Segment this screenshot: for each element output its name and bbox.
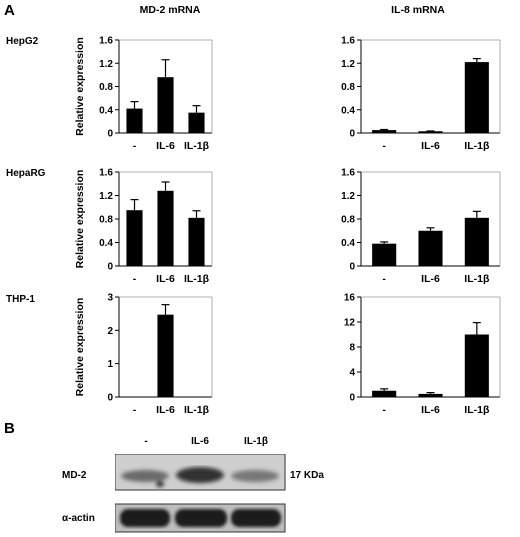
y-tick-label-heparg-il8: 0 bbox=[349, 262, 355, 273]
y-tick-label-thp1-md2: 3 bbox=[107, 293, 113, 304]
x-tick-label-hepg2-md2-1: IL-6 bbox=[156, 140, 175, 152]
bar-hepg2-il8-2 bbox=[464, 62, 489, 133]
bar-charts: 0 0.4 0.8 1.2 1.6 Relative expression - IL-6 IL-… bbox=[74, 36, 501, 416]
y-tick-label-hepg2-md2: 0.4 bbox=[99, 105, 113, 116]
blot-lane-label-il1b: IL-1β bbox=[244, 436, 268, 447]
bar-heparg-md2-0 bbox=[126, 210, 143, 266]
x-tick-label-heparg-il8-0: - bbox=[382, 273, 386, 285]
blot-lane-label-il6: IL-6 bbox=[191, 436, 209, 447]
panel-letter-b: B bbox=[4, 420, 15, 437]
bar-thp1-md2-1 bbox=[157, 314, 174, 397]
bar-heparg-md2-1 bbox=[157, 190, 174, 266]
x-tick-label-thp1-md2-0: - bbox=[133, 404, 137, 416]
x-tick-label-thp1-md2-1: IL-6 bbox=[156, 404, 175, 416]
y-tick-label-hepg2-md2: 1.2 bbox=[99, 59, 113, 70]
y-axis-label-thp1-md2: Relative expression bbox=[74, 298, 86, 397]
x-tick-label-hepg2-md2-2: IL-1β bbox=[184, 140, 210, 152]
y-axis-label-hepg2-md2: Relative expression bbox=[74, 37, 86, 136]
bar-hepg2-il8-0 bbox=[372, 130, 397, 133]
row-label-heparg: HepaRG bbox=[6, 168, 46, 179]
y-tick-label-hepg2-md2: 0.8 bbox=[99, 82, 113, 93]
y-tick-label-hepg2-il8: 0 bbox=[349, 129, 355, 140]
x-tick-label-heparg-il8-2: IL-1β bbox=[464, 273, 490, 285]
bar-thp1-il8-0 bbox=[372, 390, 397, 397]
y-tick-label-thp1-il8: 12 bbox=[344, 318, 356, 329]
panel-letter-a: A bbox=[4, 2, 15, 19]
x-tick-label-thp1-il8-0: - bbox=[382, 404, 386, 416]
y-tick-label-thp1-il8: 0 bbox=[349, 393, 355, 404]
y-tick-label-heparg-il8: 0.8 bbox=[341, 215, 355, 226]
x-tick-label-heparg-md2-2: IL-1β bbox=[184, 273, 210, 285]
y-tick-label-heparg-md2: 1.6 bbox=[99, 168, 113, 179]
y-tick-label-thp1-il8: 4 bbox=[349, 368, 355, 379]
x-tick-label-hepg2-il8-2: IL-1β bbox=[464, 140, 490, 152]
bar-hepg2-md2-0 bbox=[126, 108, 143, 133]
bar-hepg2-md2-1 bbox=[157, 77, 174, 133]
blot-row-label-actin: α-actin bbox=[62, 513, 95, 524]
x-tick-label-thp1-il8-2: IL-1β bbox=[464, 404, 490, 416]
blot-size-marker: 17 KDa bbox=[290, 470, 324, 481]
bar-hepg2-il8-1 bbox=[418, 131, 443, 133]
y-tick-label-hepg2-il8: 1.2 bbox=[341, 59, 355, 70]
x-tick-label-hepg2-md2-0: - bbox=[133, 140, 137, 152]
y-tick-label-heparg-md2: 0.8 bbox=[99, 215, 113, 226]
y-tick-label-heparg-md2: 0.4 bbox=[99, 238, 113, 249]
x-tick-label-heparg-md2-1: IL-6 bbox=[156, 273, 175, 285]
x-tick-label-hepg2-il8-0: - bbox=[382, 140, 386, 152]
bar-thp1-il8-2 bbox=[464, 334, 489, 397]
x-tick-label-thp1-il8-1: IL-6 bbox=[421, 404, 440, 416]
bar-heparg-md2-2 bbox=[188, 217, 205, 266]
bar-hepg2-md2-2 bbox=[188, 112, 205, 133]
x-tick-label-heparg-md2-0: - bbox=[133, 273, 137, 285]
y-tick-label-heparg-il8: 0.4 bbox=[341, 238, 355, 249]
y-tick-label-thp1-md2: 0 bbox=[107, 393, 113, 404]
blot-lane-label-control: - bbox=[144, 436, 148, 447]
bar-heparg-il8-2 bbox=[464, 217, 489, 266]
y-tick-label-heparg-il8: 1.2 bbox=[341, 191, 355, 202]
western-blot-image bbox=[115, 454, 286, 533]
y-tick-label-heparg-il8: 1.6 bbox=[341, 168, 355, 179]
bar-heparg-il8-1 bbox=[418, 230, 443, 266]
y-tick-label-hepg2-md2: 0 bbox=[107, 129, 113, 140]
row-label-hepg2: HepG2 bbox=[6, 36, 39, 47]
y-tick-label-heparg-md2: 1.2 bbox=[99, 191, 113, 202]
y-tick-label-thp1-md2: 2 bbox=[107, 326, 113, 337]
y-tick-label-thp1-il8: 8 bbox=[349, 343, 355, 354]
row-label-thp1: THP-1 bbox=[6, 294, 35, 305]
x-tick-label-hepg2-il8-1: IL-6 bbox=[421, 140, 440, 152]
bar-heparg-il8-0 bbox=[372, 243, 397, 266]
blot-row-label-md2: MD-2 bbox=[62, 470, 87, 481]
y-tick-label-hepg2-md2: 1.6 bbox=[99, 36, 113, 47]
column-title-il8: IL-8 mRNA bbox=[391, 4, 445, 16]
y-tick-label-hepg2-il8: 1.6 bbox=[341, 36, 355, 47]
column-title-md2: MD-2 mRNA bbox=[139, 4, 201, 16]
x-tick-label-heparg-il8-1: IL-6 bbox=[421, 273, 440, 285]
y-tick-label-hepg2-il8: 0.8 bbox=[341, 82, 355, 93]
bar-thp1-il8-1 bbox=[418, 393, 443, 397]
y-tick-label-heparg-md2: 0 bbox=[107, 262, 113, 273]
y-axis-label-heparg-md2: Relative expression bbox=[74, 170, 86, 269]
y-tick-label-thp1-md2: 1 bbox=[107, 359, 113, 370]
y-tick-label-thp1-il8: 16 bbox=[344, 293, 356, 304]
x-tick-label-thp1-md2-2: IL-1β bbox=[184, 404, 210, 416]
y-tick-label-hepg2-il8: 0.4 bbox=[341, 105, 355, 116]
